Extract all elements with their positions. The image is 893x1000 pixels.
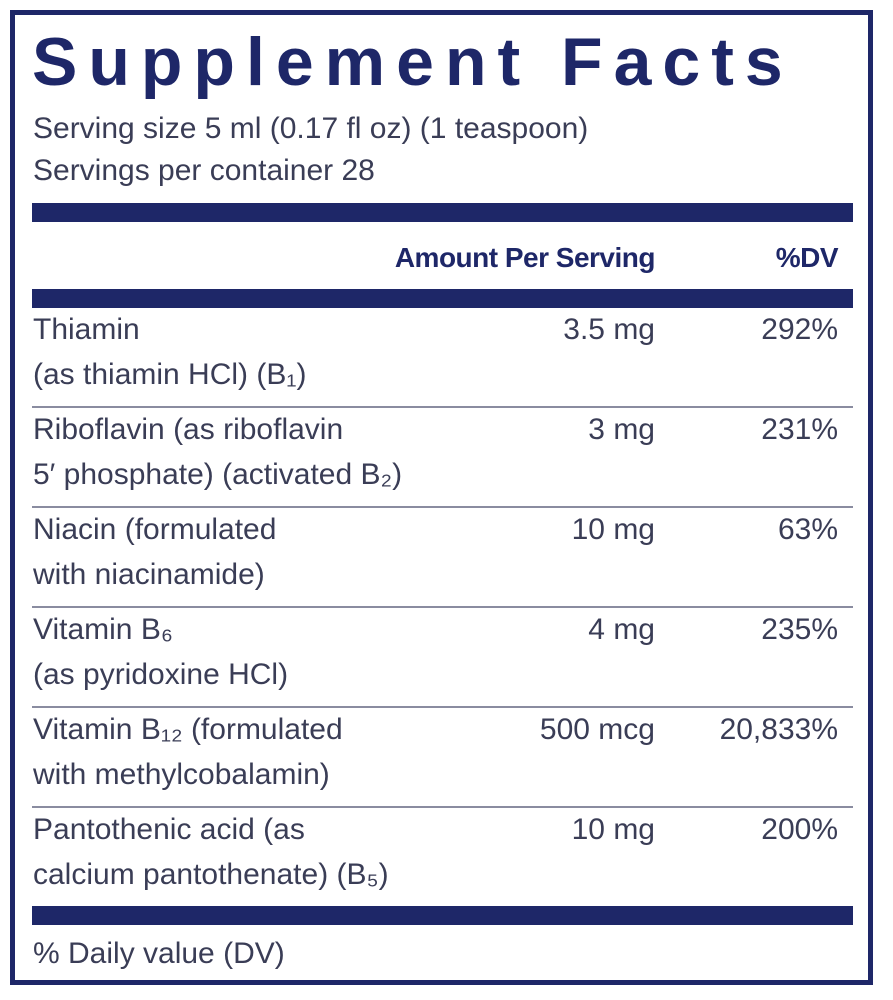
nutrient-name: calcium pantothenate) (B₅) [33, 858, 389, 891]
row-rule [32, 706, 853, 708]
daily-value: 231% [761, 413, 838, 446]
amount: 4 mg [588, 613, 655, 646]
nutrient-name: (as pyridoxine HCl) [33, 658, 289, 691]
daily-value: 20,833% [719, 713, 838, 746]
title: Supplement Facts [32, 24, 794, 100]
amount-header: Amount Per Serving [394, 242, 656, 273]
nutrient-name: with niacinamide) [33, 558, 265, 591]
amount: 10 mg [571, 513, 655, 546]
nutrient-name: 5′ phosphate) (activated B₂) [33, 458, 403, 491]
divider-bar [32, 203, 853, 222]
nutrient-name: Thiamin [33, 313, 140, 346]
nutrient-name: Niacin (formulated [33, 513, 277, 546]
daily-value: 235% [761, 613, 838, 646]
row-rule [32, 506, 853, 508]
daily-value: 63% [777, 513, 838, 546]
daily-value: 292% [761, 313, 838, 346]
nutrient-name: with methylcobalamin) [33, 758, 330, 791]
row-rule [32, 606, 853, 608]
nutrient-name: (as thiamin HCl) (B₁) [33, 358, 307, 391]
nutrient-name: Vitamin B₆ [33, 613, 173, 646]
amount: 500 mcg [539, 713, 655, 746]
servings-per-container: Servings per container 28 [33, 154, 375, 187]
row-rule [32, 806, 853, 808]
label-border [10, 10, 873, 985]
footnote: % Daily value (DV) [33, 937, 285, 970]
nutrient-name: Vitamin B₁₂ (formulated [33, 713, 343, 746]
divider-bar [32, 906, 853, 925]
daily-value: 200% [761, 813, 838, 846]
amount: 10 mg [571, 813, 655, 846]
dv-header: %DV [775, 242, 839, 273]
serving-size: Serving size 5 ml (0.17 fl oz) (1 teaspo… [33, 112, 589, 145]
nutrient-name: Riboflavin (as riboflavin [33, 413, 344, 446]
row-rule [32, 406, 853, 408]
amount: 3 mg [588, 413, 655, 446]
divider-bar [32, 289, 853, 308]
amount: 3.5 mg [563, 313, 655, 346]
nutrient-name: Pantothenic acid (as [33, 813, 305, 846]
